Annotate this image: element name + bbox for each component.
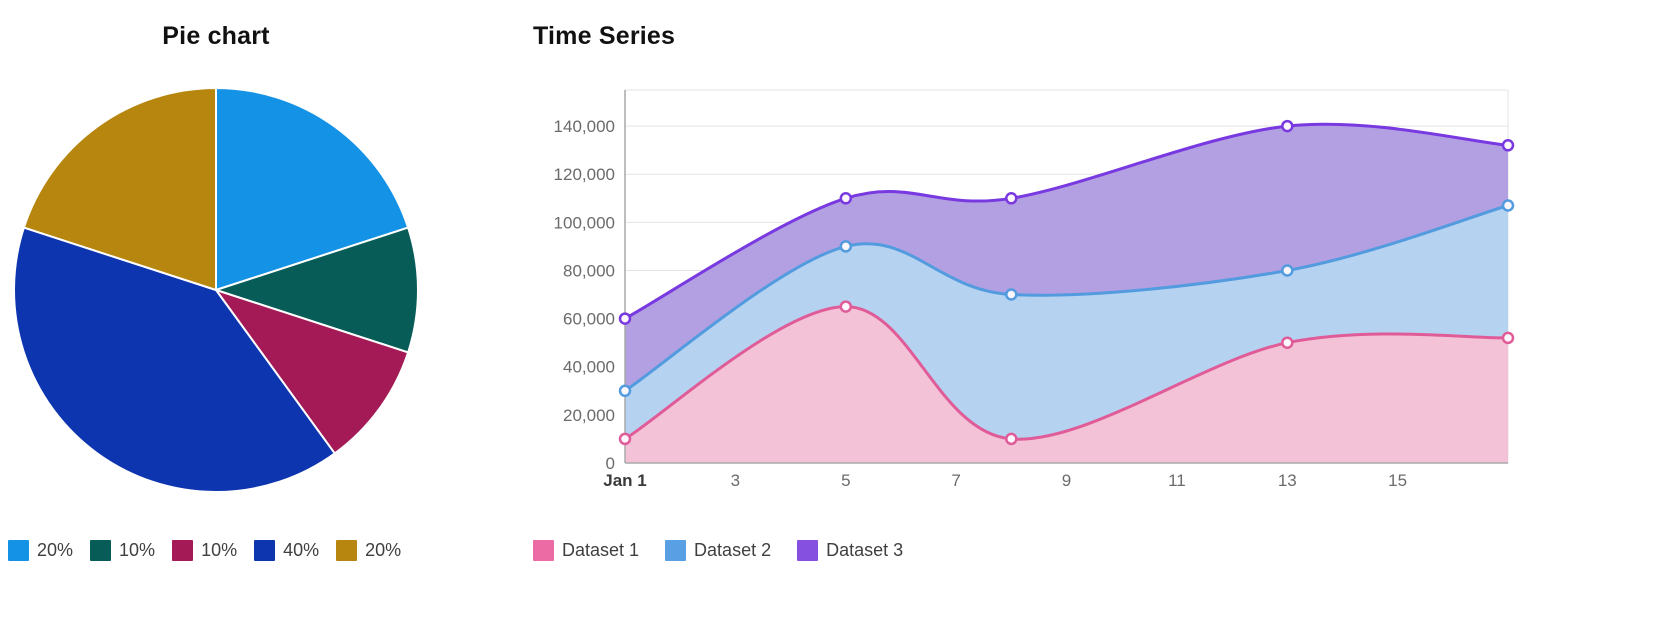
x-tick-label: 7 [951,471,960,490]
data-point-series-1 [618,432,632,446]
legend-swatch [336,540,358,561]
legend-swatch [172,540,194,561]
legend-swatch [665,540,687,561]
legend-swatch [797,540,819,561]
legend-label: Dataset 1 [562,540,640,560]
timeseries-legend: Dataset 1 Dataset 2 Dataset 3 [533,540,903,561]
data-point-series-2 [1501,199,1515,212]
y-tick-label: 20,000 [563,406,615,425]
legend-item-3[interactable]: Dataset 3 [797,540,903,561]
data-point-series-1 [1281,336,1294,349]
x-tick-label: 3 [731,471,740,490]
y-tick-label: 0 [606,454,615,473]
data-point-series-1 [1501,331,1515,345]
data-point-series-3 [618,312,632,325]
legend-item-5[interactable]: 20% [336,540,401,561]
legend-label: 40% [283,540,320,560]
pie-slice-4 [13,226,336,493]
pie-slice-3 [215,289,410,455]
data-point-series-3 [839,192,853,205]
data-point-series-2 [1281,264,1294,277]
x-tick-label: 15 [1388,471,1407,490]
legend-label: 20% [37,540,74,560]
legend-item-2[interactable]: Dataset 2 [665,540,771,561]
y-tick-label: 60,000 [563,310,615,329]
data-point-series-3 [1005,192,1018,205]
legend-label: Dataset 3 [826,540,904,560]
legend-item-3[interactable]: 10% [172,540,237,561]
data-point-series-3 [1501,139,1515,152]
y-tick-label: 40,000 [563,358,615,377]
data-point-series-1 [1005,432,1018,446]
legend-swatch [533,540,554,561]
data-point-series-3 [1281,119,1294,133]
data-point-series-2 [1005,288,1018,301]
legend-item-1[interactable]: 20% [8,540,73,561]
x-tick-label: 5 [841,471,850,490]
legend-label: Dataset 2 [694,540,772,560]
y-tick-label: 100,000 [554,213,615,232]
legend-swatch [90,540,112,561]
legend-item-1[interactable]: Dataset 1 [533,540,639,561]
pie-slice-2 [215,226,419,354]
timeseries-chart: 0 20,000 40,000 60,000 80,000 100,000 120,000 1… [554,89,1515,490]
legend-swatch [8,540,29,561]
legend-item-2[interactable]: 10% [90,540,155,561]
y-tick-label: 80,000 [563,262,615,281]
y-tick-label: 140,000 [554,117,615,136]
legend-label: 20% [365,540,402,560]
pie-chart [13,87,419,493]
pie-slice-5 [22,87,217,291]
pie-slice-1 [215,87,410,291]
x-tick-label: 11 [1168,471,1186,490]
legend-label: 10% [201,540,238,560]
data-point-series-2 [839,240,853,253]
timeseries-chart-title: Time Series [533,22,676,50]
x-tick-label: 13 [1278,471,1297,490]
legend-item-4[interactable]: 40% [254,540,319,561]
x-tick-label: Jan 1 [603,471,646,490]
y-tick-label: 120,000 [554,165,615,184]
legend-label: 10% [119,540,156,560]
pie-legend: 20% 10% 10% 40% 20% [8,540,401,561]
data-point-series-1 [839,300,853,313]
data-point-series-2 [618,384,632,398]
pie-chart-title: Pie chart [162,22,270,50]
legend-swatch [254,540,276,561]
x-tick-label: 9 [1062,471,1071,490]
